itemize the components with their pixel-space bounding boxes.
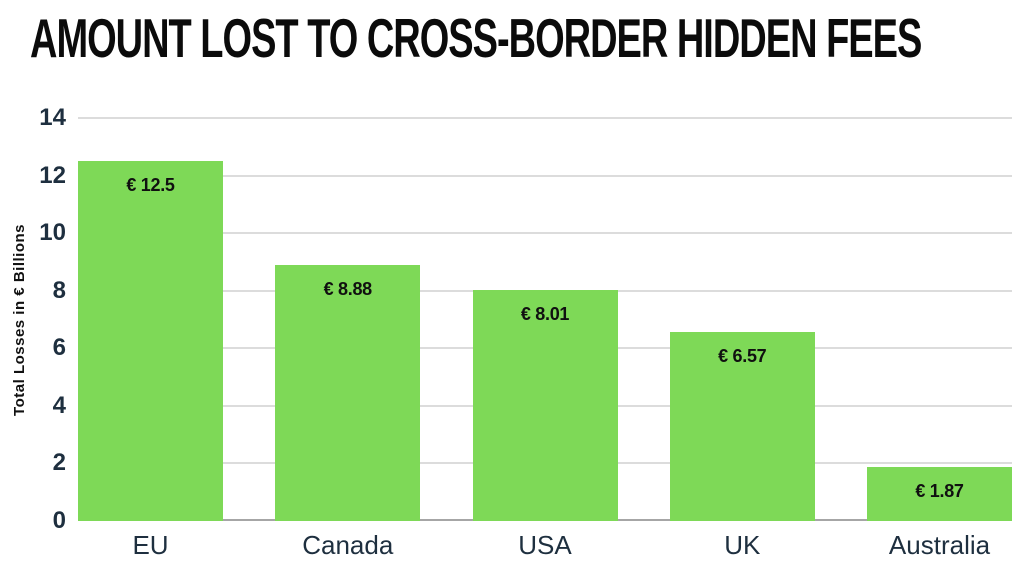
x-axis-category-labels: EU Canada USA UK Australia xyxy=(78,530,1012,561)
y-tick-label-0: 0 xyxy=(52,507,66,534)
x-category-label-usa: USA xyxy=(518,530,572,560)
chart-title: AMOUNT LOST TO CROSS-BORDER HIDDEN FEES xyxy=(30,9,922,71)
x-category-label-uk: UK xyxy=(724,530,761,560)
y-axis-tick-labels: 0 2 4 6 8 10 12 14 xyxy=(0,104,66,534)
gridline-y12 xyxy=(78,174,1012,177)
y-tick-label-10: 10 xyxy=(39,219,66,247)
bar-value-label-australia: € 1.87 xyxy=(915,481,964,502)
x-category-label-canada: Canada xyxy=(302,530,394,560)
bar-value-label-canada: € 8.88 xyxy=(323,279,373,300)
y-tick-label-2: 2 xyxy=(52,449,66,477)
bar-value-label-eu: € 12.5 xyxy=(126,175,175,196)
x-category-label-eu: EU xyxy=(132,530,169,560)
bar-value-label-uk: € 6.57 xyxy=(718,345,767,366)
y-tick-label-4: 4 xyxy=(52,391,66,419)
bar-series: € 12.5 € 8.88 € 8.01 € 6.57 € 1.87 xyxy=(78,118,1012,521)
bar-australia: € 1.87 xyxy=(867,467,1012,521)
y-tick-label-12: 12 xyxy=(39,161,66,189)
y-tick-label-14: 14 xyxy=(39,104,66,131)
bar-value-label-usa: € 8.01 xyxy=(520,304,570,325)
y-tick-label-8: 8 xyxy=(52,276,66,304)
gridline-y10 xyxy=(78,232,1012,235)
x-category-label-australia: Australia xyxy=(888,530,991,560)
bar-usa: € 8.01 xyxy=(472,290,618,521)
bar-eu: € 12.5 xyxy=(78,161,223,521)
bar-uk: € 6.57 xyxy=(669,331,815,521)
y-tick-label-6: 6 xyxy=(52,334,66,362)
plot-area: € 12.5 € 8.88 € 8.01 € 6.57 € 1.87 xyxy=(78,117,1012,521)
bar-canada: € 8.88 xyxy=(275,265,421,521)
gridline-y14 xyxy=(78,117,1012,119)
